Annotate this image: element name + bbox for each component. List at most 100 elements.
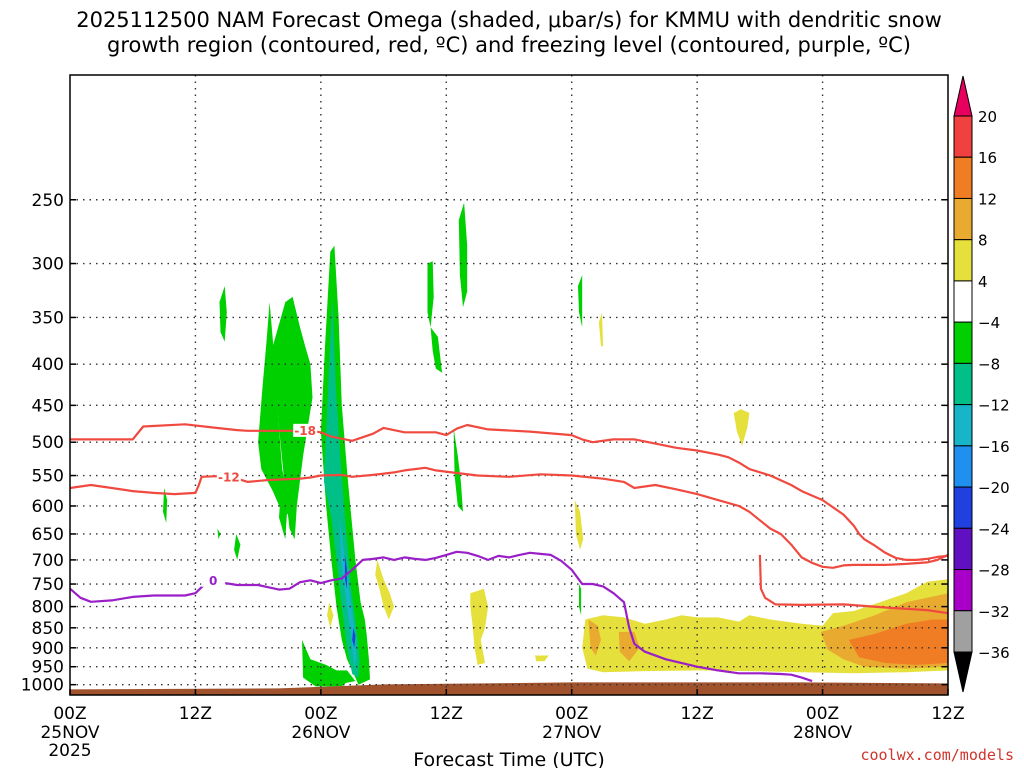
contour-dgz-1: [69, 466, 949, 569]
omega-region-24: [327, 602, 334, 628]
colorbar-box-3: [953, 197, 973, 241]
contour-label-bg-1: [216, 470, 241, 484]
x-tick-label-84: 12Z: [931, 704, 964, 724]
omega-region-26: [535, 655, 549, 662]
colorbar-box-4: [953, 239, 973, 282]
colorbar-label-1: 16: [978, 149, 997, 167]
x-tick-label-72: 00Z: [806, 704, 839, 724]
colorbar-label-10: −24: [978, 520, 1010, 538]
contour-label-3: 0: [209, 574, 217, 588]
colorbar-box-8: [953, 404, 973, 447]
omega-region-6: [163, 488, 168, 523]
x-tick-date-72: 28NOV: [793, 723, 852, 743]
y-tick-label-250: 250: [32, 191, 64, 211]
y-tick-label-450: 450: [32, 396, 64, 416]
omega-region-25: [470, 588, 489, 665]
x-tick-label-0: 00Z: [53, 704, 86, 724]
y-tick-label-950: 950: [32, 658, 64, 678]
colorbar-label-0: 20: [978, 108, 997, 126]
colorbar-box-9: [953, 445, 973, 488]
omega-region-17: [339, 517, 357, 667]
colorbar-top-triangle: [953, 75, 973, 117]
colorbar-label-2: 12: [978, 190, 997, 208]
y-tick-label-750: 750: [32, 575, 64, 595]
colorbar-box-1: [953, 115, 973, 158]
contour-label-bg-3: [201, 573, 226, 587]
colorbar-label-6: −8: [978, 355, 1000, 373]
omega-region-13: [453, 427, 463, 512]
x-tick-year-0: 2025: [48, 741, 91, 761]
colorbar-box-7: [953, 362, 973, 406]
omega-region-9: [331, 670, 356, 685]
y-tick-label-850: 850: [32, 619, 64, 639]
colorbar-label-13: −36: [978, 644, 1010, 662]
x-tick-label-48: 00Z: [555, 704, 588, 724]
credit-link[interactable]: coolwx.com/models: [860, 746, 1014, 764]
x-axis-label: Forecast Time (UTC): [413, 749, 604, 768]
x-tick-label-36: 12Z: [430, 704, 463, 724]
terrain-surface: [70, 682, 948, 695]
x-tick-date-0: 25NOV: [40, 723, 99, 743]
colorbar-box-10: [953, 486, 973, 529]
x-tick-date-24: 26NOV: [291, 723, 350, 743]
omega-region-14: [578, 275, 583, 328]
colorbar-label-4: 4: [978, 273, 988, 291]
colorbar-label-11: −28: [978, 562, 1010, 580]
y-tick-label-550: 550: [32, 467, 64, 487]
colorbar-box-2: [953, 156, 973, 199]
y-tick-label-700: 700: [32, 551, 64, 571]
colorbar-box-5: [953, 280, 973, 323]
omega-region-0: [219, 286, 227, 342]
contour-label-1: -12: [218, 470, 240, 484]
colorbar-label-7: −12: [978, 397, 1010, 415]
omega-region-23: [375, 559, 394, 620]
colorbar-box-11: [953, 527, 973, 571]
x-tick-label-12: 12Z: [179, 704, 212, 724]
contour-dgz-2: [758, 554, 949, 615]
omega-region-21: [574, 500, 584, 550]
colorbar: 20 16 12 8 4 −4 −8 −12 −16 −20 −24 −28 −32 −36: [953, 75, 1010, 693]
temperature-contours: -18 -12 0: [69, 423, 949, 683]
omega-region-15: [579, 584, 582, 616]
colorbar-box-13: [953, 610, 973, 653]
contour-label-0: -18: [294, 424, 316, 438]
omega-region-11: [430, 327, 443, 373]
colorbar-label-5: −4: [978, 314, 1000, 332]
colorbar-bottom-triangle: [953, 651, 973, 693]
pressure-gridlines: [70, 75, 948, 695]
omega-region-20: [598, 312, 604, 347]
colorbar-box-6: [953, 321, 973, 364]
y-tick-label-600: 600: [32, 497, 64, 517]
y-tick-label-650: 650: [32, 525, 64, 545]
y-tick-label-350: 350: [32, 308, 64, 328]
colorbar-label-3: 8: [978, 232, 988, 250]
colorbar-label-12: −32: [978, 603, 1010, 621]
y-tick-label-800: 800: [32, 598, 64, 618]
omega-region-3: [279, 488, 288, 540]
y-tick-label-1000: 1000: [21, 676, 64, 696]
omega-region-19: [352, 627, 356, 648]
y-tick-label-500: 500: [32, 433, 64, 453]
x-tick-label-24: 00Z: [304, 704, 337, 724]
omega-region-31: [848, 619, 948, 665]
omega-region-4: [234, 534, 241, 560]
omega-region-22: [733, 409, 750, 446]
plot-border: [69, 74, 949, 696]
omega-region-5: [217, 528, 221, 540]
contour-label-bg-0: [293, 423, 318, 437]
chart-title-line1: 2025112500 NAM Forecast Omega (shaded, μ…: [76, 8, 942, 32]
colorbar-label-9: −20: [978, 479, 1010, 497]
x-tick-label-60: 12Z: [681, 704, 714, 724]
omega-region-16: [324, 296, 360, 678]
omega-region-2: [272, 296, 313, 540]
y-tick-label-400: 400: [32, 355, 64, 375]
y-tick-label-300: 300: [32, 255, 64, 275]
omega-region-18: [344, 554, 347, 589]
omega-region-29: [618, 631, 640, 662]
omega-region-1: [258, 302, 290, 518]
contour-dgz-0: [70, 423, 949, 561]
plot-frame: [69, 74, 949, 696]
